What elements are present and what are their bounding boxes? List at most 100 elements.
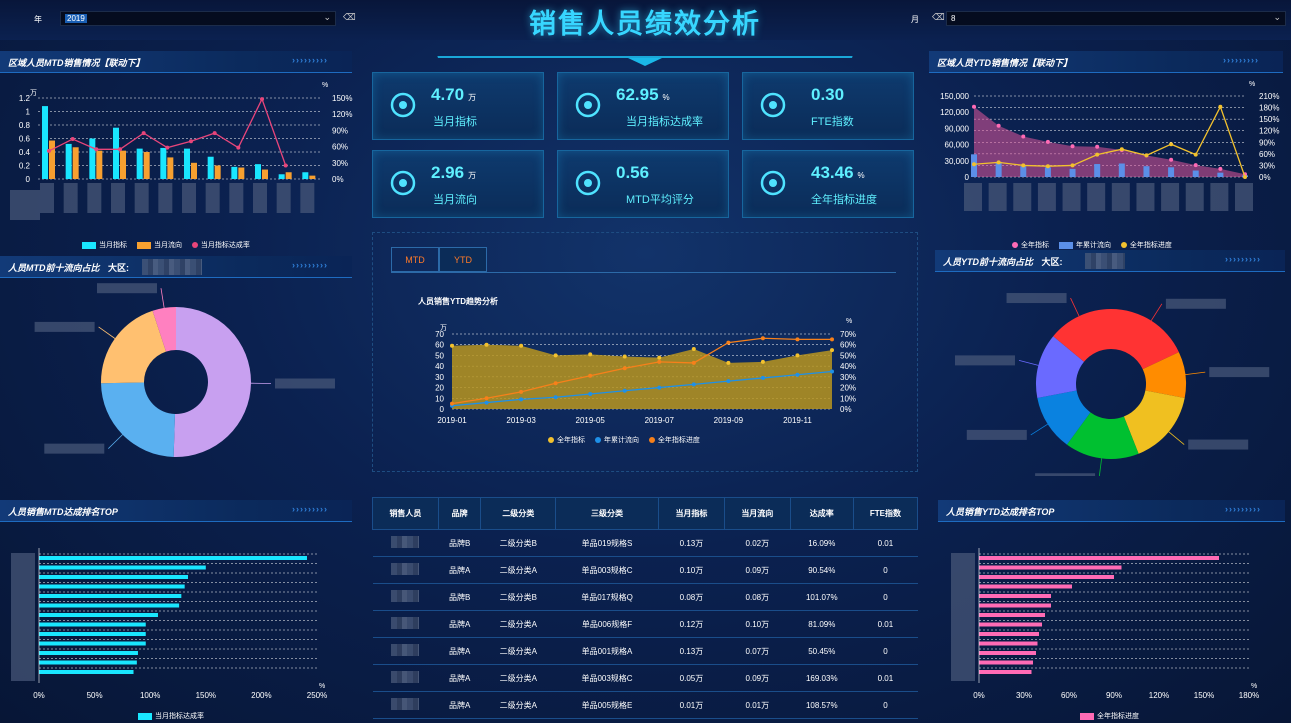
redacted-axis-label	[988, 183, 1007, 211]
pie-slice	[1111, 309, 1179, 370]
redacted-axis-label	[276, 183, 291, 213]
table-row[interactable]: 品牌A 二级分类A 单品006规格F 0.12万 0.10万 81.09% 0.01	[372, 610, 918, 638]
rank-bar	[39, 632, 146, 636]
legend-item[interactable]: 全年指标	[1012, 242, 1049, 249]
column-header[interactable]: 品牌	[437, 497, 482, 530]
kpi-number: 4.70	[431, 85, 465, 104]
kpi-label: 当月指标达成率	[626, 116, 703, 128]
column-header[interactable]: FTE指数	[852, 497, 919, 530]
bar-annual-flow	[1069, 168, 1076, 177]
panel-header-mtd-rank: 人员销售MTD达成排名TOP ›››››››››	[0, 500, 352, 522]
legend-item[interactable]: 当月指标达成率	[138, 712, 204, 720]
tick-label: 0.2	[19, 162, 31, 171]
legend-item[interactable]: 年累计流向	[1058, 241, 1111, 249]
pie-leader-line	[1098, 458, 1102, 476]
point-annual-progress	[691, 360, 696, 365]
eraser-icon[interactable]: ⌫	[932, 12, 945, 22]
bar-growth-icon	[389, 169, 417, 197]
table-row[interactable]: 品牌B 二级分类B 单品017规格Q 0.08万 0.08万 101.07% 0	[372, 583, 918, 611]
table-cell: 0.10万	[724, 610, 791, 638]
point-annual-target	[760, 359, 765, 364]
column-header[interactable]: 二级分类	[480, 497, 557, 530]
point-annual-progress	[726, 340, 731, 345]
rank-bar	[979, 556, 1219, 560]
point-annual-target	[795, 353, 800, 358]
legend-item[interactable]: 全年指标进度	[648, 437, 700, 444]
area-annual-target	[974, 106, 1245, 177]
axis-unit: %	[319, 683, 325, 690]
arrows-decoration: ›››››››››	[1223, 55, 1259, 65]
table-cell: 0.02万	[724, 529, 791, 557]
kpi-number: 2.96	[431, 163, 465, 182]
table-cell: 0.08万	[658, 583, 725, 611]
table-cell: 品牌A	[438, 556, 481, 584]
point-annual-target	[1218, 166, 1223, 171]
redacted-name	[391, 590, 420, 602]
table-cell: 二级分类A	[480, 610, 556, 638]
legend-item[interactable]: 年累计流向	[594, 437, 639, 444]
point-annual-flow	[484, 400, 489, 405]
tab-ytd[interactable]: YTD	[439, 247, 487, 272]
trend-chart-title: 人员销售YTD趋势分析	[418, 297, 498, 306]
pie-slice	[1142, 352, 1186, 399]
point-annual-target	[1193, 163, 1198, 168]
point-annual-target	[726, 360, 731, 365]
legend-item[interactable]: 当月指标达成率	[191, 242, 250, 249]
bar-mtd-target	[231, 166, 238, 179]
rank-bar	[979, 641, 1038, 646]
trend-legend: 全年指标 年累计流向 全年指标进度	[548, 435, 700, 445]
tick-label: 0.8	[19, 121, 31, 130]
pie-leader-line	[1185, 371, 1206, 375]
legend-item[interactable]: 当月流向	[136, 241, 182, 249]
point-achievement	[236, 145, 241, 150]
legend-item[interactable]: 全年指标进度	[1120, 242, 1172, 249]
redacted-axis-label	[253, 183, 267, 213]
kpi-value: 0.30	[811, 85, 848, 105]
bar-mtd-flow	[214, 165, 221, 179]
column-header[interactable]: 当月指标	[658, 497, 725, 530]
mtd-rank-legend: 当月指标达成率	[138, 711, 204, 721]
table-row[interactable]: 品牌B 二级分类B 单品019规格S 0.13万 0.02万 16.09% 0.01	[372, 529, 918, 557]
table-row[interactable]: 品牌A 二级分类A 单品003规格C 0.05万 0.09万 169.03% 0.01	[372, 664, 918, 692]
month-select[interactable]: 8 ⌄	[946, 11, 1286, 26]
legend-item[interactable]: 全年指标	[548, 437, 585, 444]
table-row[interactable]: 品牌A 二级分类A 单品001规格A 0.13万 0.07万 50.45% 0	[372, 637, 918, 665]
tick-label: 70	[435, 330, 444, 339]
ytd-region-chart: % 0 30,000 60,000 90,000 120,000 150,000 0% 30% 6…	[940, 81, 1279, 211]
rank-bar	[979, 565, 1122, 570]
tab-mtd[interactable]: MTD	[391, 247, 439, 272]
point-annual-progress	[1193, 152, 1198, 157]
rank-bar	[979, 613, 1045, 617]
column-header[interactable]: 销售人员	[372, 497, 439, 530]
rank-bar	[979, 632, 1039, 636]
x-tick-label: 200%	[251, 691, 271, 700]
rank-bar	[39, 622, 146, 627]
tick-label: 10%	[840, 394, 856, 403]
eraser-icon[interactable]: ⌫	[343, 12, 356, 22]
redacted-axis-label	[1185, 183, 1204, 211]
redacted-axis-label	[205, 183, 220, 213]
point-annual-flow	[795, 372, 800, 377]
table-cell: 二级分类B	[480, 583, 556, 611]
bar-mtd-flow	[238, 167, 245, 179]
redacted-name	[391, 536, 420, 548]
table-cell: 0.08万	[724, 583, 791, 611]
panel-header-ytd-region: 区域人员YTD销售情况【联动下】 ›››››››››	[929, 51, 1283, 73]
tick-label: 1	[26, 108, 31, 117]
legend-item[interactable]: 当月指标	[82, 241, 127, 249]
column-header[interactable]: 当月流向	[723, 497, 791, 530]
point-annual-flow	[622, 388, 627, 393]
legend-item[interactable]: 全年指标进度	[1080, 712, 1139, 720]
year-select[interactable]: 2019 ⌄	[60, 11, 336, 26]
column-header[interactable]: 三级分类	[555, 497, 659, 530]
table-cell: 单品017规格Q	[555, 583, 659, 611]
rank-bar	[39, 575, 189, 579]
arrows-decoration: ›››››››››	[292, 55, 328, 65]
x-tick-label: 90%	[1106, 691, 1122, 700]
rank-bar	[39, 613, 158, 617]
point-annual-target	[450, 343, 454, 348]
kpi-value: 2.96 万	[431, 163, 476, 183]
column-header[interactable]: 达成率	[789, 497, 854, 530]
table-row[interactable]: 品牌A 二级分类A 单品003规格C 0.10万 0.09万 90.54% 0	[372, 556, 918, 584]
table-row[interactable]: 品牌A 二级分类A 单品005规格E 0.01万 0.01万 108.57% 0	[372, 691, 918, 719]
